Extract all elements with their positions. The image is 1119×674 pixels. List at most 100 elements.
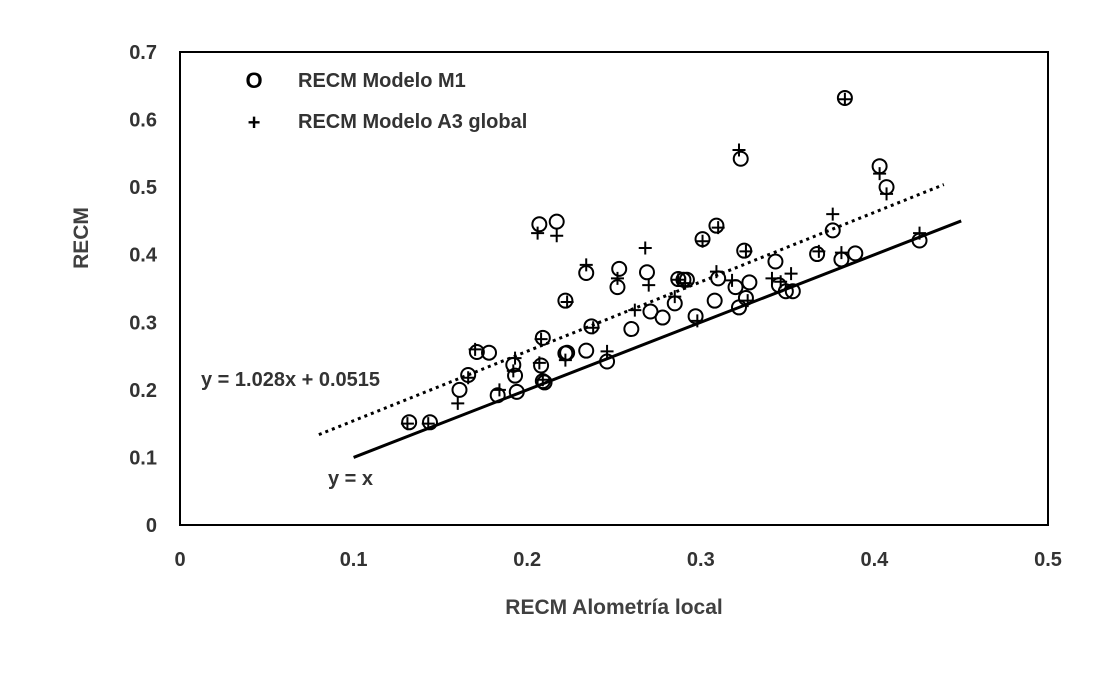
point-m1 [706,292,723,309]
legend-label-a3-global: RECM Modelo A3 global [298,111,527,133]
point-m1 [654,309,671,326]
point-m1 [534,329,551,346]
point-m1 [732,150,749,167]
point-a3-global [586,321,600,335]
point-a3-global [812,244,826,258]
legend-marker-circle: O [245,68,262,93]
point-a3-global [725,273,739,287]
y-tick-label: 0.2 [129,380,157,402]
y-axis-title: RECM [70,207,93,269]
point-m1 [767,253,784,270]
point-a3-global [668,290,682,304]
point-a3-global [834,246,848,260]
y-tick-label: 0.7 [129,42,157,64]
point-a3-global [678,276,692,290]
y-tick-label: 0.5 [129,177,157,199]
x-tick-label: 0 [174,549,185,571]
point-a3-global [873,167,887,181]
point-m1 [533,357,550,374]
y-tick-label: 0.4 [129,245,158,267]
point-a3-global [531,226,545,240]
point-m1 [507,367,524,384]
x-tick-label: 0.3 [687,549,715,571]
y-tick-label: 0.6 [129,110,157,132]
point-m1 [508,383,525,400]
point-a3-global [579,258,593,272]
point-a3-global [732,143,746,157]
plot-frame [179,51,1049,526]
point-m1 [741,274,758,291]
x-tick-label: 0.2 [513,549,541,571]
point-a3-global [421,417,435,431]
point-m1 [401,414,418,431]
point-m1 [737,289,754,306]
legend: O RECM Modelo M1 + RECM Modelo A3 global [245,68,527,135]
point-m1 [623,321,640,338]
point-a3-global [468,342,482,356]
point-m1 [451,381,468,398]
point-m1 [611,260,628,277]
point-a3-global [880,187,894,201]
point-a3-global [550,229,564,243]
point-m1 [710,270,727,287]
point-a3-global [600,344,614,358]
point-a3-global [765,271,779,285]
point-a3-global [711,221,725,235]
point-m1 [687,308,704,325]
x-tick-label: 0.4 [860,549,889,571]
point-a3-global [642,278,656,292]
y-tick-label: 0.1 [129,447,157,469]
point-a3-global [492,383,506,397]
identity-line-label: y = x [328,468,373,490]
point-a3-global [400,417,414,431]
point-a3-global [741,294,755,308]
point-a3-global [671,273,685,287]
point-a3-global [560,295,574,309]
point-m1 [727,279,744,296]
point-m1 [809,246,826,263]
point-a3-global [461,371,475,385]
point-a3-global [558,353,572,367]
point-m1 [638,264,655,281]
x-axis-ticks: 0 0.1 0.2 0.3 0.4 0.5 [174,549,1061,571]
point-a3-global [638,241,652,255]
point-m1 [824,222,841,239]
point-a3-global [536,373,550,387]
point-m1 [548,213,565,230]
fit-lines [318,183,962,459]
x-tick-label: 0.5 [1034,549,1062,571]
point-a3-global [508,351,522,365]
point-m1 [847,245,864,262]
point-m1 [481,344,498,361]
point-m1 [583,318,600,335]
point-a3-global [628,303,642,317]
point-m1 [489,387,506,404]
point-a3-global [784,267,798,281]
point-a3-global [506,364,520,378]
y-tick-label: 0.3 [129,312,157,334]
plot-area [179,51,1049,526]
point-a3-global [774,275,788,289]
point-m1 [468,344,485,361]
point-m1 [777,283,794,300]
regression-equation-label: y = 1.028x + 0.0515 [201,369,380,391]
point-a3-global [913,226,927,240]
point-a3-global [838,92,852,106]
identity-line [353,219,962,459]
x-tick-label: 0.1 [340,549,368,571]
point-a3-global [534,332,548,346]
point-a3-global [690,314,704,328]
y-tick-label: 0 [146,515,157,537]
legend-marker-plus: + [248,110,261,135]
point-a3-global [532,356,546,370]
point-m1 [421,414,438,431]
point-a3-global [451,396,465,410]
point-m1 [536,374,553,391]
point-m1 [578,342,595,359]
point-a3-global [826,207,840,221]
point-a3-global [709,265,723,279]
point-a3-global [696,234,710,248]
point-a3-global [610,271,624,285]
point-m1 [708,217,725,234]
